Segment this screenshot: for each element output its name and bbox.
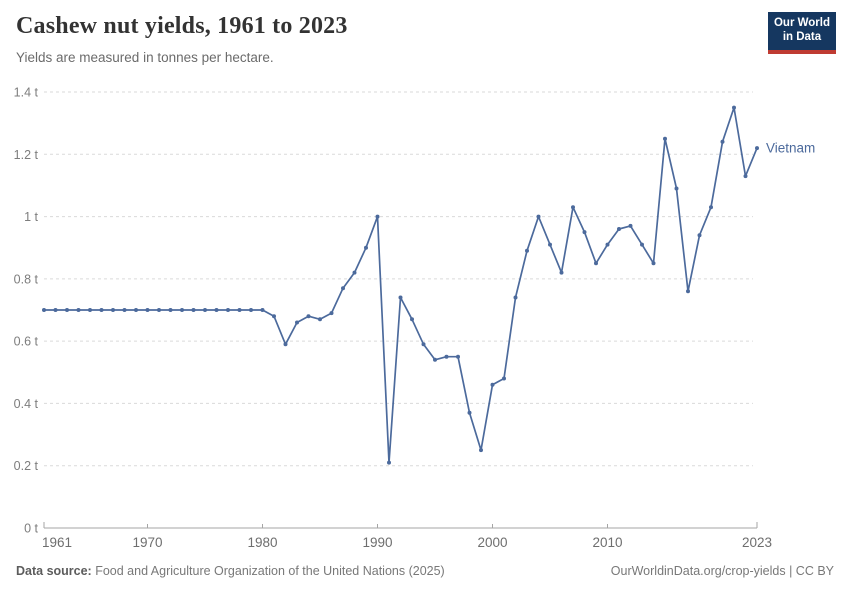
data-point[interactable]: [502, 376, 506, 381]
data-point[interactable]: [548, 242, 552, 247]
data-point[interactable]: [145, 308, 150, 312]
data-point[interactable]: [617, 227, 621, 231]
data-point[interactable]: [65, 308, 69, 312]
data-source-note: Data source: Food and Agriculture Organi…: [16, 564, 445, 578]
data-point[interactable]: [398, 295, 403, 300]
x-tick-label: 1961: [42, 535, 72, 550]
data-point[interactable]: [697, 233, 702, 238]
x-tick-label: 2010: [592, 535, 622, 550]
data-point[interactable]: [283, 342, 288, 347]
data-point[interactable]: [134, 308, 138, 312]
data-point[interactable]: [180, 308, 184, 312]
x-tick-label: 1970: [132, 535, 162, 550]
x-tick-label: 2000: [477, 535, 507, 550]
data-point[interactable]: [674, 186, 679, 191]
data-point[interactable]: [318, 317, 322, 322]
data-source-text: Food and Agriculture Organization of the…: [91, 564, 445, 578]
data-point[interactable]: [628, 223, 633, 228]
data-point[interactable]: [467, 410, 472, 415]
data-point[interactable]: [686, 289, 690, 294]
data-point[interactable]: [433, 357, 437, 362]
data-point[interactable]: [260, 308, 265, 312]
data-point[interactable]: [490, 382, 495, 387]
owid-logo-line2: in Data: [782, 30, 822, 43]
y-tick-label: 1.2 t: [14, 148, 39, 162]
owid-logo-line1: Our World: [773, 17, 830, 29]
x-tick-label: 2023: [742, 535, 772, 550]
data-source-label: Data source:: [16, 564, 92, 578]
data-point[interactable]: [42, 308, 46, 312]
data-point[interactable]: [755, 146, 759, 151]
y-tick-label: 0 t: [24, 522, 38, 536]
data-point[interactable]: [76, 308, 81, 312]
data-point[interactable]: [191, 308, 196, 312]
data-point[interactable]: [421, 342, 426, 347]
data-point[interactable]: [743, 174, 748, 179]
y-tick-label: 1.4 t: [14, 86, 39, 100]
credit-link[interactable]: OurWorldinData.org/crop-yields | CC BY: [610, 564, 834, 578]
data-point[interactable]: [605, 242, 610, 247]
data-point[interactable]: [732, 105, 736, 110]
page-subtitle: Yields are measured in tonnes per hectar…: [16, 50, 274, 65]
y-tick-label: 0.4 t: [14, 397, 39, 411]
data-point[interactable]: [157, 308, 161, 312]
data-point[interactable]: [479, 448, 483, 453]
data-point[interactable]: [272, 314, 276, 319]
data-point[interactable]: [249, 308, 253, 312]
line-series-vietnam[interactable]: [44, 106, 758, 464]
data-point[interactable]: [720, 139, 725, 144]
data-point[interactable]: [513, 295, 518, 300]
data-point[interactable]: [571, 205, 575, 210]
y-tick-label: 1 t: [24, 210, 38, 224]
data-point[interactable]: [203, 308, 207, 312]
data-point[interactable]: [99, 308, 104, 312]
data-point[interactable]: [122, 308, 127, 312]
page-title: Cashew nut yields, 1961 to 2023: [16, 13, 348, 39]
data-point[interactable]: [594, 261, 598, 266]
data-point[interactable]: [329, 311, 334, 316]
data-point[interactable]: [444, 354, 449, 359]
data-point[interactable]: [214, 308, 219, 312]
data-point[interactable]: [111, 308, 115, 312]
data-point[interactable]: [364, 245, 368, 250]
data-point[interactable]: [226, 308, 230, 312]
y-tick-label: 0.6 t: [14, 335, 39, 349]
y-tick-label: 0.2 t: [14, 459, 39, 473]
data-point[interactable]: [53, 308, 58, 312]
data-point[interactable]: [306, 314, 311, 319]
data-point[interactable]: [709, 205, 713, 210]
data-point[interactable]: [559, 270, 564, 275]
data-point[interactable]: [525, 248, 529, 253]
data-point[interactable]: [651, 261, 656, 266]
data-point[interactable]: [237, 308, 242, 312]
data-point[interactable]: [582, 230, 587, 235]
data-point[interactable]: [88, 308, 92, 312]
data-point[interactable]: [168, 308, 173, 312]
chart-footer: Data source: Food and Agriculture Organi…: [16, 564, 834, 578]
x-tick-label: 1990: [362, 535, 392, 550]
data-point[interactable]: [640, 242, 644, 247]
y-tick-label: 0.8 t: [14, 272, 39, 286]
data-point[interactable]: [536, 214, 541, 219]
data-point[interactable]: [410, 317, 414, 322]
data-point[interactable]: [387, 460, 391, 465]
data-point[interactable]: [295, 320, 299, 325]
data-point[interactable]: [663, 136, 667, 141]
x-tick-label: 1980: [247, 535, 277, 550]
series-entity-label[interactable]: Vietnam: [766, 141, 815, 156]
data-point[interactable]: [456, 354, 460, 359]
data-point[interactable]: [352, 270, 357, 275]
data-point[interactable]: [341, 286, 345, 291]
data-point[interactable]: [375, 214, 380, 219]
owid-logo[interactable]: Our World in Data: [767, 12, 836, 54]
